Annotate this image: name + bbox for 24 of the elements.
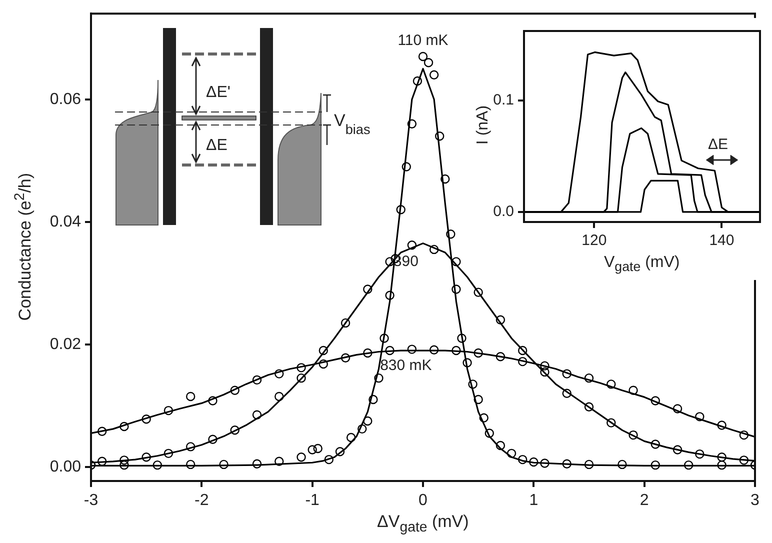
x-tick-label: -3: [84, 492, 98, 510]
y-tick-label: 0.06: [50, 90, 82, 108]
annotation: ΔE: [708, 136, 728, 153]
x-axis-title: V$_{gate}$ (mV): [604, 254, 680, 274]
y-axis-title: I (nA): [474, 105, 492, 145]
series-label: 830 mK: [380, 356, 432, 374]
y-tick-label: 0.02: [50, 336, 82, 353]
x-axis-title: ΔV$_{gate}$ (mV): [377, 512, 469, 536]
annotation: ΔE: [206, 137, 228, 154]
annotation: ΔE': [206, 84, 230, 101]
x-tick-label: -1: [305, 492, 320, 510]
y-tick-label: 0.04: [50, 213, 82, 230]
y-tick-label: 0.0: [493, 203, 514, 220]
x-tick-label: 1: [529, 492, 538, 510]
x-tick-label: 2: [640, 492, 649, 510]
x-tick-label: -2: [194, 492, 209, 510]
y-tick-label: 0.1: [493, 91, 514, 108]
x-tick-label: 140: [709, 232, 734, 250]
x-tick-label: 0: [418, 492, 428, 510]
x-tick-label: 120: [582, 232, 607, 250]
annotation: V$_{bias}$: [334, 111, 370, 136]
series-label: 110 mK: [398, 32, 448, 50]
x-tick-label: 3: [750, 492, 760, 510]
y-tick-label: 0.00: [50, 458, 82, 476]
